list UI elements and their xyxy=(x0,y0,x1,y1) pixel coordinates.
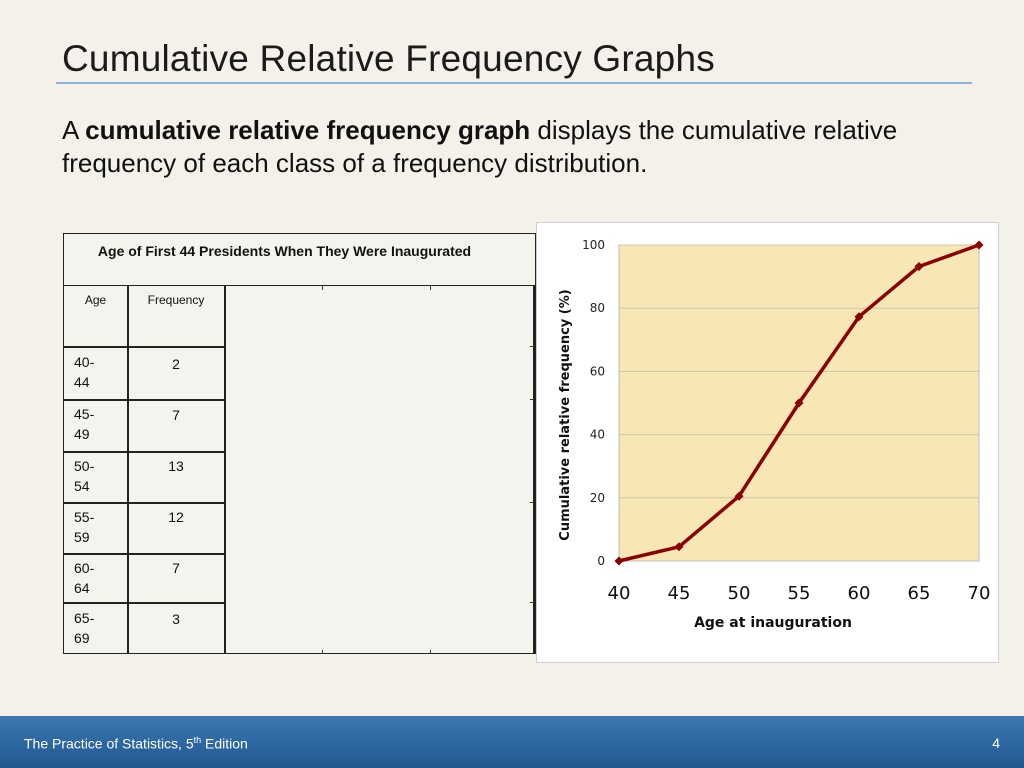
data-point xyxy=(794,398,804,408)
x-axis-label: Age at inauguration xyxy=(694,615,852,631)
table-gridline xyxy=(64,346,225,348)
y-tick-labels: 0 20 40 60 80 100 xyxy=(582,238,605,568)
frequency-cell: 7 xyxy=(172,407,180,423)
table-gridline xyxy=(64,553,225,555)
frequency-cell: 3 xyxy=(172,611,180,627)
data-point xyxy=(734,491,744,501)
table-tick xyxy=(430,286,431,290)
table-gridline xyxy=(64,602,225,604)
chart-svg: 0 20 40 60 80 100 40 45 50 55 60 65 70 Age at inaug… xyxy=(558,238,991,631)
age-cell: 60-64 xyxy=(74,560,95,596)
frequency-cell: 7 xyxy=(172,560,180,576)
x-tick-label: 45 xyxy=(668,583,691,604)
table-gridline xyxy=(224,286,226,654)
table-tick xyxy=(322,286,323,290)
table-gridline xyxy=(533,286,535,654)
table-tick xyxy=(530,602,534,603)
age-cell: 40-44 xyxy=(74,354,95,390)
table-gridline xyxy=(127,286,129,654)
frequency-cell: 13 xyxy=(168,458,184,474)
y-tick-label: 40 xyxy=(590,428,605,442)
y-tick-label: 100 xyxy=(582,238,605,252)
y-tick-label: 60 xyxy=(590,364,605,378)
column-header-frequency: Frequency xyxy=(147,293,205,307)
data-point xyxy=(674,542,684,552)
footer-bar: The Practice of Statistics, 5th Edition … xyxy=(0,716,1024,768)
title-divider xyxy=(56,82,972,84)
footer-book-title: The Practice of Statistics, 5th Edition xyxy=(24,735,248,752)
data-point xyxy=(914,261,924,271)
lead-term: cumulative relative frequency graph xyxy=(85,115,531,145)
y-tick-label: 0 xyxy=(597,554,605,568)
frequency-table: Age of First 44 Presidents When They Wer… xyxy=(63,233,536,654)
lead-prefix: A xyxy=(62,115,86,145)
x-tick-labels: 40 45 50 55 60 65 70 xyxy=(608,583,991,604)
table-tick xyxy=(322,650,323,654)
cumulative-frequency-chart: 0 20 40 60 80 100 40 45 50 55 60 65 70 Age at inaug… xyxy=(536,222,999,663)
x-tick-label: 70 xyxy=(968,583,991,604)
footer-edition: Edition xyxy=(201,735,248,752)
table-tick xyxy=(530,399,534,400)
frequency-cell: 2 xyxy=(172,356,180,372)
x-tick-label: 40 xyxy=(608,583,631,604)
table-tick xyxy=(530,502,534,503)
x-tick-label: 65 xyxy=(908,583,931,604)
age-cell: 45-49 xyxy=(74,406,95,442)
table-tick xyxy=(430,650,431,654)
lead-paragraph: A cumulative relative frequency graph di… xyxy=(62,114,922,180)
data-point xyxy=(974,240,984,250)
series-markers xyxy=(614,240,984,566)
y-axis-label: Cumulative relative frequency (%) xyxy=(558,289,573,540)
footer-ordinal: th xyxy=(193,735,202,745)
lead-suffix: displays the cumulative relative frequen… xyxy=(62,115,898,178)
table-gridline xyxy=(64,502,225,504)
table-gridline xyxy=(64,451,225,453)
age-cell: 50-54 xyxy=(74,458,95,494)
table-title: Age of First 44 Presidents When They Wer… xyxy=(64,234,535,286)
frequency-cell: 12 xyxy=(168,509,184,525)
slide-title: Cumulative Relative Frequency Graphs xyxy=(62,38,715,79)
y-tick-label: 20 xyxy=(590,491,605,505)
x-tick-label: 50 xyxy=(728,583,751,604)
page-number: 4 xyxy=(992,735,1000,751)
table-gridline xyxy=(64,399,225,401)
column-header-age: Age xyxy=(84,293,107,307)
footer-book: The Practice of Statistics, 5 xyxy=(24,735,194,752)
age-cell: 65-69 xyxy=(74,610,95,646)
x-tick-label: 55 xyxy=(788,583,811,604)
data-point xyxy=(614,556,624,566)
age-cell: 55-59 xyxy=(74,509,95,545)
grid-layer xyxy=(619,244,979,499)
table-tick xyxy=(530,346,534,347)
y-tick-label: 80 xyxy=(590,301,605,315)
x-tick-label: 60 xyxy=(848,583,871,604)
data-point xyxy=(854,312,864,322)
